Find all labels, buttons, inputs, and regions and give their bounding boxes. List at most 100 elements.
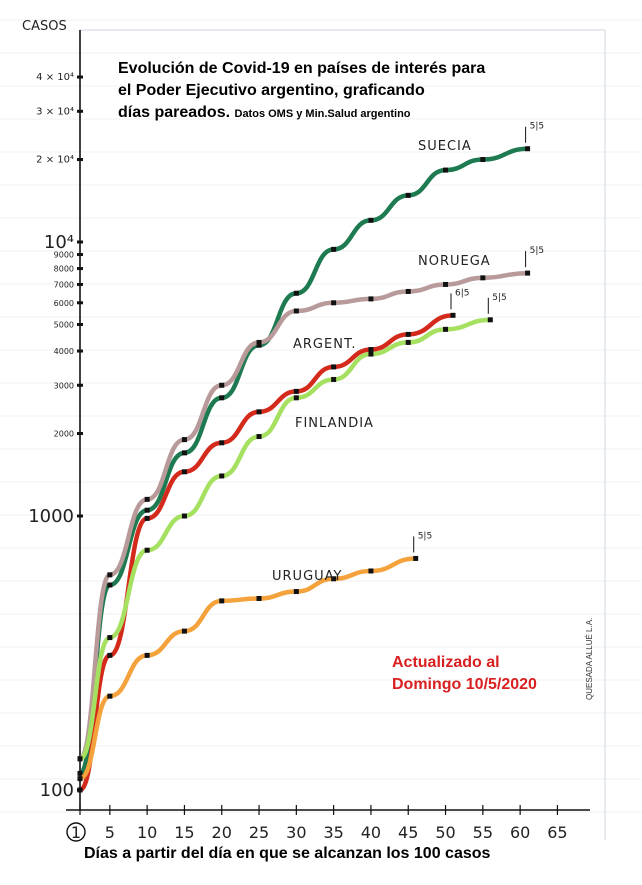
data-point-uruguay — [77, 776, 83, 782]
y-tick-label: 5000 — [54, 320, 74, 329]
data-point-finlandia — [107, 635, 113, 641]
data-point-argent — [331, 364, 337, 370]
y-tick-mark — [77, 301, 83, 305]
y-tick-label: 3000 — [54, 381, 74, 390]
x-tick-label: 30 — [286, 823, 306, 842]
data-point-uruguay — [331, 576, 337, 582]
data-point-suecia — [256, 342, 262, 348]
end-label-uruguay: 5|5 — [418, 531, 432, 541]
x-tick-label: 20 — [212, 823, 232, 842]
data-point-finlandia — [487, 317, 493, 323]
x-tick-label: 65 — [547, 823, 567, 842]
data-point-noruega — [144, 496, 150, 502]
title-line-2: el Poder Ejecutivo argentino, graficando — [118, 82, 425, 99]
data-point-uruguay — [144, 652, 150, 658]
data-point-uruguay — [107, 693, 113, 699]
data-point-argent — [77, 787, 83, 793]
y-tick-mark — [77, 158, 83, 162]
series-line-argent — [77, 313, 456, 793]
title-line-3: días pareados. Datos OMS y Min.Salud arg… — [118, 102, 598, 125]
series-line-uruguay — [77, 556, 418, 781]
data-point-noruega — [256, 339, 262, 345]
data-point-argent — [219, 440, 225, 446]
end-label-finlandia: 5|5 — [492, 293, 506, 303]
series-name-uruguay: URUGUAY — [272, 569, 342, 584]
data-point-suecia — [107, 582, 113, 588]
data-point-suecia — [181, 450, 187, 456]
y-tick-label: 10⁴ — [44, 232, 74, 253]
x-tick-label: 1 — [71, 823, 81, 842]
series-name-argent: ARGENT. — [293, 337, 356, 352]
x-tick-label: 35 — [323, 823, 343, 842]
y-tick-label: 4000 — [54, 347, 74, 356]
x-origin-circle — [66, 822, 86, 842]
series-name-suecia: SUECIA — [418, 139, 472, 154]
data-point-suecia — [405, 192, 411, 198]
data-point-noruega — [405, 288, 411, 294]
data-point-noruega — [331, 300, 337, 306]
data-point-uruguay — [181, 628, 187, 634]
data-point-suecia — [219, 395, 225, 401]
x-axis-label: Días a partir del día en que se alcanzan… — [84, 845, 491, 862]
y-tick-label: 6000 — [54, 299, 74, 308]
data-point-suecia — [77, 770, 83, 776]
y-tick-label: 8000 — [54, 265, 74, 274]
x-tick-label: 45 — [398, 823, 418, 842]
y-tick-label: 7000 — [54, 280, 74, 289]
data-point-suecia — [443, 167, 449, 173]
y-tick-mark — [77, 383, 83, 387]
y-tick-label: 2000 — [54, 430, 74, 439]
data-point-noruega — [368, 296, 374, 302]
update-note: Actualizado al Domingo 10/5/2020 — [392, 652, 537, 696]
data-point-argent — [368, 347, 374, 353]
data-point-uruguay — [368, 568, 374, 574]
data-point-suecia — [293, 290, 299, 296]
series-name-noruega: NORUEGA — [418, 254, 491, 269]
title-line-1: Evolución de Covid-19 en países de inter… — [118, 60, 486, 77]
data-point-noruega — [293, 308, 299, 314]
data-point-noruega — [443, 281, 449, 287]
y-tick-mark — [77, 349, 83, 353]
data-point-finlandia — [331, 376, 337, 382]
data-point-suecia — [368, 217, 374, 223]
x-tick-label: 60 — [510, 823, 530, 842]
y-tick-label: 2 × 10⁴ — [36, 155, 74, 166]
data-point-finlandia — [405, 339, 411, 345]
data-point-argent — [181, 469, 187, 475]
y-tick-mark — [77, 253, 83, 257]
chart-title: Evolución de Covid-19 en países de inter… — [118, 58, 598, 125]
x-tick-label: 55 — [473, 823, 493, 842]
update-note-line-1: Actualizado al — [392, 654, 500, 671]
update-note-line-2: Domingo 10/5/2020 — [392, 676, 537, 693]
x-tick-label: 40 — [361, 823, 381, 842]
labels-layer: 5|5 SUECIA 5|5 NORUEGA 6|5 ARGENT. 5|5 FINLANDI… — [272, 122, 544, 584]
author-signature: QUESADA ALLUÉ L.A. — [585, 617, 594, 700]
title-line-3-text: días pareados. — [118, 104, 231, 121]
series-name-finlandia: FINLANDIA — [295, 416, 374, 431]
data-point-noruega — [219, 382, 225, 388]
y-tick-mark — [77, 75, 83, 79]
y-tick-mark — [77, 322, 83, 326]
data-point-finlandia — [219, 473, 225, 479]
data-point-finlandia — [181, 513, 187, 519]
data-point-uruguay — [293, 589, 299, 595]
y-tick-label: 1000 — [28, 506, 74, 527]
chart-source: Datos OMS y Min.Salud argentino — [234, 108, 411, 120]
data-point-argent — [107, 652, 113, 658]
y-tick-mark — [77, 432, 83, 436]
data-point-suecia — [331, 246, 337, 252]
y-tick-label: 9000 — [54, 251, 74, 260]
data-point-suecia — [480, 157, 486, 163]
y-axis-label: CASOS — [22, 19, 67, 34]
data-point-finlandia — [368, 351, 374, 357]
data-point-noruega — [107, 572, 113, 578]
axes: CASOS 100 1000 2000 3000 4000 5000 6000 7000 8000… — [22, 19, 590, 842]
y-tick-mark — [77, 267, 83, 271]
y-tick-label: 4 × 10⁴ — [36, 72, 74, 83]
data-point-uruguay — [219, 598, 225, 604]
x-tick-label: 10 — [137, 823, 157, 842]
data-point-argent — [293, 388, 299, 394]
x-tick-label: 5 — [105, 823, 115, 842]
data-point-argent — [450, 312, 456, 318]
